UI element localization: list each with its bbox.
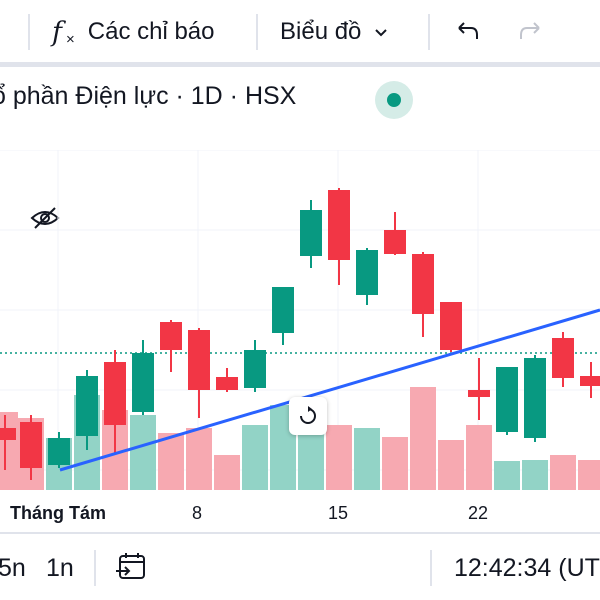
toolbar-divider [0, 62, 600, 67]
candle-body [524, 358, 546, 438]
candles [0, 188, 600, 480]
chart-type-button[interactable]: Biểu đồ [280, 14, 389, 50]
indicators-button[interactable]: f × Các chỉ báo [52, 14, 215, 50]
x-axis-tick: 22 [468, 503, 489, 523]
candle-body [412, 254, 434, 314]
range-5n-button[interactable]: 5n [0, 554, 26, 582]
toolbar-separator [28, 14, 30, 50]
undo-icon [458, 22, 478, 39]
x-axis-month-label: Tháng Tám [10, 503, 107, 523]
range-1n-button[interactable]: 1n [46, 554, 74, 582]
candle-body [48, 438, 70, 465]
toolbar-separator [428, 14, 430, 50]
candle-body [552, 338, 574, 378]
volume-bar [466, 425, 492, 490]
candle-body [384, 230, 406, 254]
candle-body [328, 190, 350, 260]
market-open-dot [387, 93, 401, 107]
volume-bar [326, 425, 352, 490]
redo-button[interactable] [516, 14, 546, 50]
candle-body [496, 367, 518, 432]
volume-bar [438, 440, 464, 490]
volume-bar [0, 412, 18, 490]
function-icon: f [52, 16, 62, 48]
volume-bar [186, 428, 212, 490]
volume-bar [578, 460, 600, 490]
chevron-down-icon [375, 29, 388, 37]
volume-bar [522, 460, 548, 490]
bottom-bar-divider [0, 532, 600, 534]
volume-bar [354, 428, 380, 490]
market-status-indicator[interactable] [375, 81, 413, 119]
candle-body [244, 350, 266, 388]
candle-body [580, 376, 600, 386]
toolbar-separator [256, 14, 258, 50]
candle-body [104, 362, 126, 425]
reset-chart-button[interactable] [289, 397, 327, 435]
candle-body [300, 210, 322, 256]
volume-bar [158, 433, 184, 490]
volume-bar [242, 425, 268, 490]
trendline[interactable] [59, 308, 600, 472]
candle-body [0, 428, 16, 440]
candle-body [76, 376, 98, 436]
volume-bar [382, 437, 408, 490]
clock-timezone[interactable]: 12:42:34 (UT [454, 554, 600, 582]
calendar-goto-icon[interactable] [115, 550, 149, 584]
candle-body [356, 250, 378, 295]
candle-body [132, 353, 154, 412]
candle-body [440, 302, 462, 350]
candlestick-chart[interactable] [0, 150, 600, 490]
volume-bar [410, 387, 436, 490]
candle-body [188, 330, 210, 390]
candle-body [20, 422, 42, 468]
x-axis-tick: 15 [328, 503, 349, 523]
volume-bar [550, 455, 576, 490]
rotate-icon [300, 406, 316, 424]
symbol-legend[interactable]: ổ phần Điện lực · 1D · HSX [0, 82, 297, 110]
candle-body [160, 322, 182, 350]
candle-body [216, 377, 238, 390]
candle-body [468, 390, 490, 397]
candle-body [272, 287, 294, 333]
chart-type-label: Biểu đồ [280, 18, 362, 45]
volume-bar [494, 461, 520, 490]
top-toolbar: f × Các chỉ báo Biểu đồ [0, 0, 600, 62]
redo-icon [520, 22, 540, 39]
volume-bar [130, 415, 156, 490]
x-axis-tick: 8 [192, 503, 203, 523]
bottom-separator [94, 550, 96, 586]
volume-bar [214, 455, 240, 490]
undo-button[interactable] [452, 14, 482, 50]
function-x-icon: × [66, 30, 75, 48]
indicators-label: Các chỉ báo [87, 18, 215, 45]
bottom-separator [430, 550, 432, 586]
